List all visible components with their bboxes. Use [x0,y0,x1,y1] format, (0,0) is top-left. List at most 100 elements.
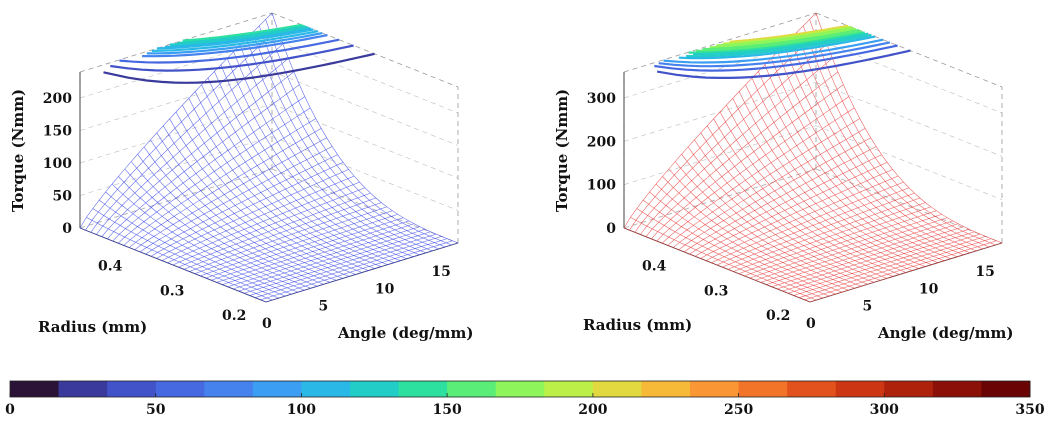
surface-mesh-line [271,12,459,244]
surface-mesh-line [809,19,996,246]
right-angle-axis-label: Angle (deg/mm) [877,324,1013,342]
surface-mesh-line [156,169,349,259]
right-surface-plot: 0.2 0.3 0.4 0 5 10 15 0 100 200 300 Radius (mm) An… [553,12,1013,342]
surface-mesh-line [726,104,913,271]
surface-mesh-line [233,51,420,256]
contour-line [146,32,323,55]
colorbar-segment [884,381,934,397]
radius-tick-label: 0.2 [766,308,790,324]
colorbar-segment [155,381,205,397]
colorbar-frame [9,380,1031,398]
angle-tick-label: 5 [319,299,329,315]
contour-line [716,26,854,47]
colorbar-segment [787,381,837,397]
left-surface-mesh [79,12,459,303]
surface-mesh-line [156,132,343,279]
surface-mesh-line [711,181,904,264]
surface-mesh-line [150,139,337,281]
right-surface-mesh [623,12,1003,303]
colorbar-tick-label: 0 [5,402,15,418]
surface-mesh-line [189,202,382,272]
surface-mesh-line [630,217,817,301]
surface-mesh-line [636,208,823,299]
colorbar-segment [107,381,157,397]
surface-mesh-line [226,58,414,258]
colorbar-segment [981,381,1031,397]
torque-tick-label: 100 [43,156,72,172]
torque-tick-label: 0 [606,221,616,237]
surface-mesh-line [700,169,893,259]
angle-tick-label: 15 [975,264,994,280]
contour-line [692,32,869,56]
contour-line [678,35,876,60]
surface-mesh-line [246,38,433,252]
surface-mesh-line [674,161,862,287]
surface-mesh-line [716,187,910,266]
colorbar-segment [592,381,642,397]
surface-mesh-line [175,111,363,273]
radius-tick-label: 0.3 [704,283,728,299]
grid-line [79,103,273,164]
surface-mesh-line [258,25,446,248]
colorbar-segment [641,381,691,397]
surface-mesh-line [105,191,292,295]
surface-mesh-line [183,197,376,270]
contour-line [702,28,860,51]
colorbar-tick-label: 350 [1015,402,1044,418]
surface-mesh-line [99,199,286,297]
right-contour-lines [654,24,911,79]
surface-mesh-line [713,118,900,275]
colorbar-segment [932,381,982,397]
surface-mesh-line [796,32,983,250]
grid-line [79,12,273,73]
surface-mesh-line [662,176,849,291]
contour-line [695,30,863,52]
colorbar-tick-label: 150 [432,402,461,418]
surface-mesh-line [745,84,932,265]
surface-mesh-line [668,168,855,289]
surface-mesh-line [161,175,355,261]
contour-line [709,27,857,49]
surface-mesh-line [751,77,939,263]
surface-mesh-line [733,202,926,272]
contour-line [688,31,866,54]
contour-line [663,38,884,64]
surface-mesh-line [130,161,318,287]
angle-tick-label: 10 [375,281,395,297]
angle-tick-label: 10 [919,281,939,297]
grid-line [271,71,459,146]
contour-line [156,28,314,50]
grid-line [79,71,273,131]
colorbar-segment [301,381,351,397]
surface-mesh-line [719,111,907,273]
grid-line [815,82,1003,157]
contour-line [656,49,911,79]
surface-mesh-line [783,45,971,254]
colorbar-tick-labels: 0 50 100 150 200 250 300 350 [5,402,1045,418]
surface-mesh-line [643,199,830,297]
surface-mesh-line [124,168,311,289]
contour-line [164,27,312,49]
grid-line [815,38,1003,114]
surface-mesh-line [111,183,299,293]
colorbar-tick-label: 250 [724,402,753,418]
surface-mesh-line [706,125,894,277]
torque-tick-label: 150 [43,124,72,140]
grid-line [815,125,1003,200]
surface-mesh-line [732,98,919,269]
contour-line [142,34,328,58]
surface-mesh-line [118,176,305,291]
surface-mesh-line [802,25,990,248]
contour-line [110,44,354,72]
radius-tick-label: 0.3 [160,283,184,299]
grid-line [623,12,817,73]
angle-tick-label: 5 [863,299,873,315]
surface-mesh-line [239,45,427,254]
left-contour-lines [103,23,375,84]
colorbar-tick-label: 200 [578,402,607,418]
torque-tick-label: 200 [587,134,616,150]
surface-mesh-line [777,51,964,256]
surface-mesh-line [655,183,843,293]
